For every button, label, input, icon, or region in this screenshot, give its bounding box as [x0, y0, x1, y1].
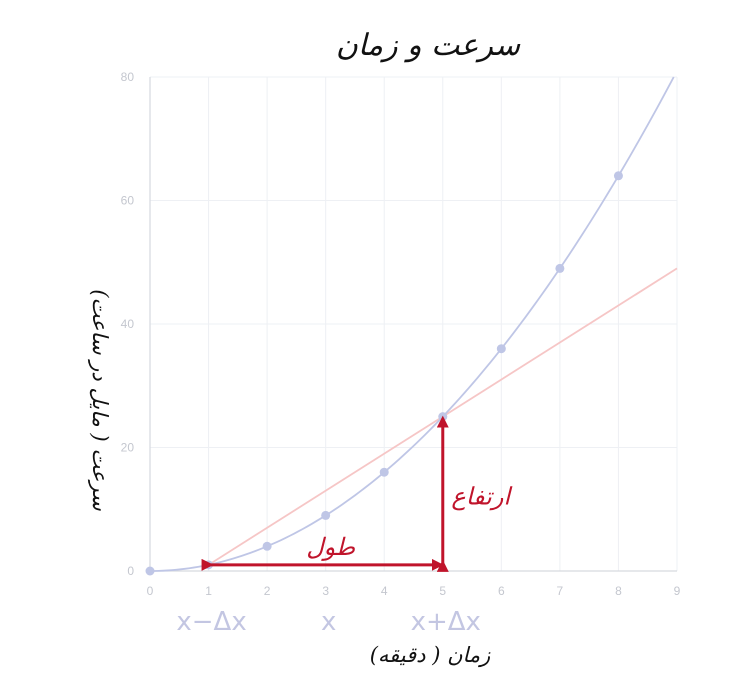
y-tick-label: 20 [121, 441, 135, 455]
annotation-layer: طول ارتفاع [201, 415, 512, 572]
data-point [496, 344, 506, 354]
x-tick-label: 4 [381, 584, 388, 598]
x-tick-label: 5 [439, 584, 446, 598]
data-point [379, 467, 389, 477]
x-tick-label: 9 [674, 584, 681, 598]
x-tick-label: 1 [205, 584, 212, 598]
y-axis-label: سرعت ( مایل در ساعت) [87, 289, 112, 511]
height-label: ارتفاع [451, 483, 512, 511]
y-tick-label: 80 [121, 70, 135, 84]
axes [149, 77, 677, 572]
x-tick-label: 0 [147, 584, 154, 598]
y-tick-label: 40 [121, 317, 135, 331]
x-tick-label: 3 [322, 584, 329, 598]
x-axis-label: زمان ( دقیقه) [370, 643, 491, 668]
x-tick-label: 6 [498, 584, 505, 598]
x-tick-labels: 0 1 2 3 4 5 6 7 8 9 [147, 584, 681, 598]
data-point [321, 510, 331, 520]
x-symbol-labels: x−Δx x x+Δx [176, 607, 481, 637]
width-label: طول [306, 533, 356, 561]
y-tick-labels: 0 20 40 60 80 [121, 70, 135, 578]
data-point [555, 263, 565, 273]
y-tick-label: 0 [127, 564, 134, 578]
data-point [262, 541, 272, 551]
x-symbol-label: x [321, 607, 336, 637]
x-tick-label: 8 [615, 584, 622, 598]
x-symbol-label: x+Δx [411, 607, 481, 637]
data-point [145, 566, 155, 576]
x-symbol-label: x−Δx [176, 607, 246, 637]
grid [149, 76, 678, 572]
series-layer [145, 76, 678, 576]
curve-line [149, 76, 675, 572]
y-tick-label: 60 [121, 194, 135, 208]
x-tick-label: 2 [264, 584, 271, 598]
chart-title: سرعت و زمان [336, 28, 521, 63]
data-point [613, 171, 623, 181]
x-tick-label: 7 [557, 584, 564, 598]
